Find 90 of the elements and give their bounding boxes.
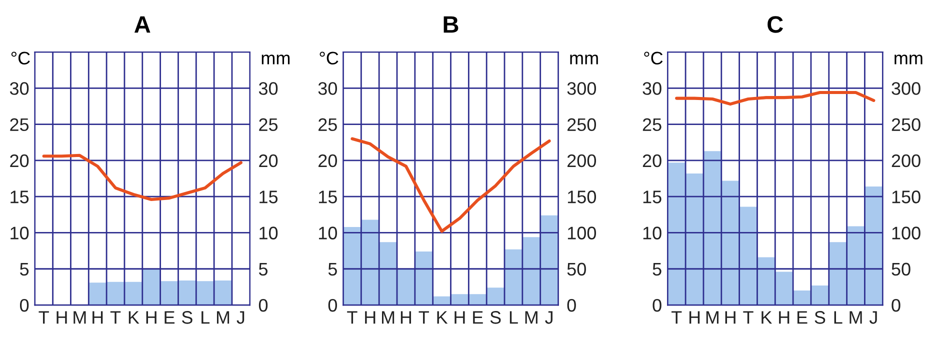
x-tick-label: K [762,311,772,324]
x-tick-label: L [510,311,518,324]
y-tick-label: 0 [328,298,337,312]
y2-tick-label: 25 [259,118,278,132]
x-tick-label: J [869,311,877,324]
x-tick-label: E [164,311,175,324]
x-tick-label: S [182,311,192,324]
x-tick-label: H [779,311,790,324]
y2-tick-label: 200 [892,154,920,168]
y2-tick-label: 150 [568,190,596,204]
y2-tick-label: 100 [568,226,596,240]
y-tick-label: 10 [10,226,29,240]
y2-tick-label: 0 [567,298,576,312]
x-tick-label: M [525,311,538,324]
y-tick-label: 10 [318,226,337,240]
x-tick-label: H [689,311,700,324]
y2-tick-label: 250 [568,118,596,132]
y-tick-label: 5 [652,262,662,276]
chart-title: B [444,16,458,33]
x-tick-label: T [110,311,121,324]
y-tick-label: 20 [10,154,29,168]
x-tick-label: M [850,311,862,324]
y-axis-title: °C [644,52,663,64]
y-tick-label: 15 [10,190,29,204]
y2-tick-label: 50 [892,262,910,276]
y2-axis-title: mm [262,54,290,64]
chart-title: C [768,16,784,33]
line-series [350,137,551,233]
x-tick-label: S [490,311,501,324]
y-tick-label: 0 [20,298,29,312]
y-tick-label: 25 [642,118,662,132]
y-tick-label: 30 [318,82,337,95]
x-tick-label: T [743,311,754,324]
y2-tick-label: 0 [258,298,268,312]
x-tick-label: M [706,311,718,324]
y2-tick-label: 15 [260,190,278,204]
y2-tick-label: 5 [258,262,268,276]
y-tick-label: 30 [10,82,29,95]
x-tick-label: E [473,311,483,324]
y2-tick-label: 250 [892,118,920,132]
x-tick-label: K [128,311,140,324]
x-tick-label: L [202,311,210,324]
chart-title: A [134,16,150,33]
y2-tick-label: 50 [567,262,586,276]
y-tick-label: 15 [643,190,662,204]
y-tick-label: 25 [318,118,337,132]
y2-axis-title: mm [570,54,598,64]
x-tick-label: M [216,311,230,324]
y-tick-label: 10 [643,226,662,240]
y-tick-label: 15 [318,190,337,204]
y2-tick-label: 200 [568,154,596,168]
y-tick-label: 30 [642,82,662,95]
y2-tick-label: 20 [259,154,278,168]
y-tick-label: 0 [652,298,662,312]
x-tick-label: H [146,311,156,324]
x-tick-label: H [365,311,376,324]
line-series [675,90,876,106]
y2-tick-label: 0 [892,298,900,312]
y-tick-label: 5 [20,262,29,276]
line-series [42,154,242,202]
x-tick-label: H [92,311,103,324]
x-tick-label: T [347,311,358,324]
x-tick-label: J [545,311,552,324]
y2-tick-label: 30 [258,82,278,95]
x-tick-label: H [56,311,67,324]
y-tick-label: 20 [318,154,337,168]
x-tick-label: S [814,311,826,324]
y2-tick-label: 300 [892,82,920,95]
x-tick-label: T [38,311,49,324]
y-tick-label: 25 [10,118,29,132]
y-tick-label: 5 [328,262,337,276]
y2-axis-title: mm [894,54,922,64]
x-tick-label: H [400,311,412,324]
x-tick-label: H [725,311,736,324]
x-tick-label: J [236,311,244,324]
y-axis-title: °C [11,52,30,64]
x-tick-label: T [671,311,682,324]
x-tick-label: H [454,311,465,324]
x-tick-label: M [74,311,86,324]
y-axis-title: °C [320,52,338,64]
y2-tick-label: 100 [892,226,920,240]
x-tick-label: T [418,311,429,324]
y-tick-label: 20 [642,154,662,168]
y2-tick-label: 10 [260,226,278,240]
y2-tick-label: 150 [892,190,920,204]
x-tick-label: L [834,311,842,324]
x-tick-label: K [437,311,448,324]
x-tick-label: E [797,311,808,324]
x-tick-label: M [382,311,394,324]
y2-tick-label: 300 [567,82,596,95]
